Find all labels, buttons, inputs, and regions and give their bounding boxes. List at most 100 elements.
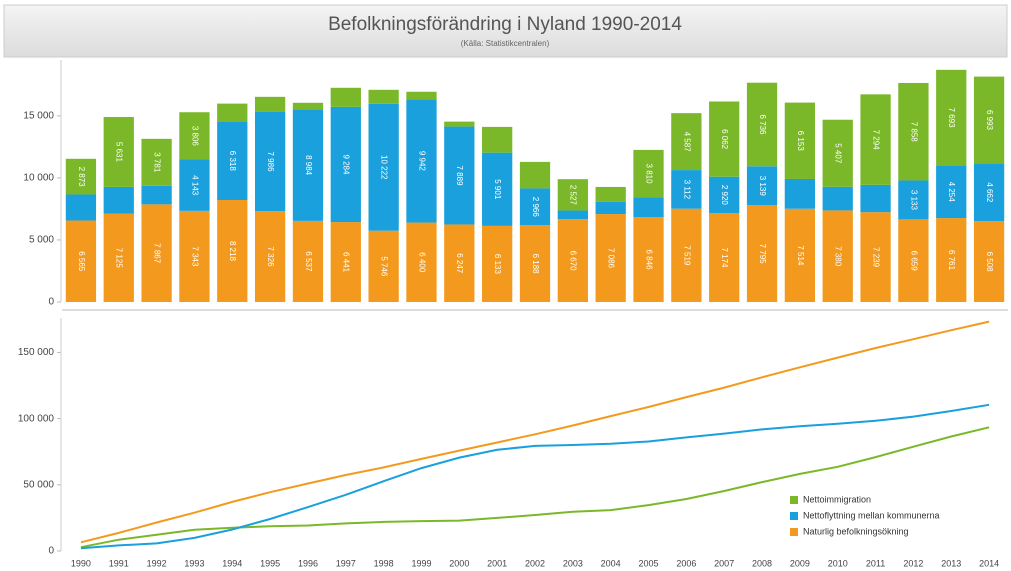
x-tick-label: 2000: [449, 558, 469, 568]
bar-segment: [444, 224, 475, 302]
x-tick-label: 2004: [601, 558, 621, 568]
bar-segment: [482, 225, 513, 302]
x-tick-label: 1991: [109, 558, 129, 568]
value-label: 5 407: [834, 143, 843, 164]
y-tick-label: 100 000: [18, 413, 55, 424]
bar-segment: [179, 210, 210, 302]
x-tick-label: 1995: [260, 558, 280, 568]
bar-segment: [633, 149, 664, 198]
x-tick-label: 2011: [866, 558, 885, 568]
bar-segment: [179, 112, 210, 160]
value-label: 5 746: [380, 256, 389, 277]
y-tick-label: 0: [48, 546, 54, 557]
value-label: 4 254: [947, 182, 956, 203]
value-label: 7 294: [871, 130, 880, 151]
bar-segment: [482, 152, 513, 226]
bar-segment: [292, 102, 324, 110]
bar-segment: [217, 121, 248, 201]
value-label: 6 761: [947, 250, 956, 271]
legend-label: Nettoflyttning mellan kommunerna: [803, 510, 940, 520]
bar-segment: [141, 185, 172, 205]
value-label: 4 662: [985, 182, 994, 203]
x-tick-label: 2013: [941, 558, 961, 568]
bar-segment: [936, 69, 967, 166]
value-label: 2 966: [531, 197, 540, 218]
bar-segment: [103, 213, 134, 302]
bar-segment: [784, 208, 816, 302]
y-tick-label: 5 000: [29, 235, 54, 246]
legend-swatch: [790, 512, 798, 520]
value-label: 2 920: [720, 185, 729, 206]
x-tick-label: 1999: [411, 558, 431, 568]
value-label: 7 795: [758, 244, 767, 265]
value-label: 7 858: [909, 122, 918, 143]
value-label: 6 153: [796, 131, 805, 152]
bar-segment: [217, 200, 248, 302]
value-label: 9 942: [417, 151, 426, 172]
x-tick-label: 1993: [184, 558, 204, 568]
legend-label: Nettoimmigration: [803, 494, 871, 504]
chart-subtitle: (Källa: Statistikcentralen): [461, 39, 550, 48]
bar-segment: [822, 119, 853, 187]
bar-segment: [860, 184, 891, 213]
bar-segment: [103, 186, 134, 214]
bar-segment: [898, 219, 929, 302]
value-label: 7 174: [720, 247, 729, 268]
value-label: 7 343: [190, 246, 199, 267]
bar-segment: [519, 188, 551, 226]
bar-segment: [217, 103, 248, 122]
value-label: 7 125: [115, 248, 124, 269]
line: [80, 426, 990, 549]
x-tick-label: 2005: [639, 558, 659, 568]
value-label: 5 901: [493, 179, 502, 200]
value-label: 3 139: [758, 176, 767, 197]
bar-segment: [671, 170, 702, 209]
value-label: 6 508: [985, 252, 994, 273]
x-tick-label: 1994: [222, 558, 242, 568]
value-label: 6 318: [228, 151, 237, 172]
value-label: 8 218: [228, 241, 237, 262]
value-label: 7 326: [266, 247, 275, 268]
bar-segment: [254, 96, 286, 112]
x-tick-label: 2002: [525, 558, 545, 568]
value-label: 7 889: [455, 166, 464, 187]
value-label: 3 810: [644, 164, 653, 185]
bar-segment: [406, 91, 437, 100]
x-tick-label: 2010: [828, 558, 848, 568]
value-label: 7 986: [266, 152, 275, 173]
bar-segment: [709, 212, 740, 302]
x-tick-label: 2006: [676, 558, 696, 568]
title-bar: [3, 4, 1008, 58]
y-tick-label: 15 000: [23, 110, 54, 121]
value-label: 4 143: [190, 175, 199, 196]
bar-segment: [179, 159, 210, 211]
x-tick-label: 2008: [752, 558, 772, 568]
bar-segment: [822, 210, 853, 302]
value-label: 7 867: [152, 243, 161, 264]
value-label: 7 514: [796, 245, 805, 266]
bar-segment: [595, 201, 626, 215]
bar-segment: [822, 186, 853, 211]
bar-segment: [368, 230, 399, 302]
value-label: 6 993: [985, 110, 994, 131]
line: [80, 403, 990, 550]
bar-segment: [898, 180, 929, 220]
bar-segment: [65, 194, 97, 221]
value-label: 4 587: [682, 132, 691, 153]
bar-segment: [444, 121, 475, 127]
value-label: 6 441: [342, 252, 351, 273]
bar-segment: [595, 214, 626, 302]
y-tick-label: 150 000: [18, 347, 55, 358]
bar-segment: [595, 186, 626, 202]
legend-swatch: [790, 496, 798, 504]
bar-segment: [330, 222, 361, 302]
value-label: 6 062: [720, 129, 729, 150]
value-label: 6 537: [304, 251, 313, 272]
value-label: 6 846: [644, 250, 653, 271]
x-tick-label: 2009: [790, 558, 810, 568]
bar-segment: [936, 218, 967, 302]
legend-swatch: [790, 528, 798, 536]
x-tick-label: 2003: [563, 558, 583, 568]
legend: Nettoimmigration Nettoflyttning mellan ko…: [784, 492, 1004, 544]
